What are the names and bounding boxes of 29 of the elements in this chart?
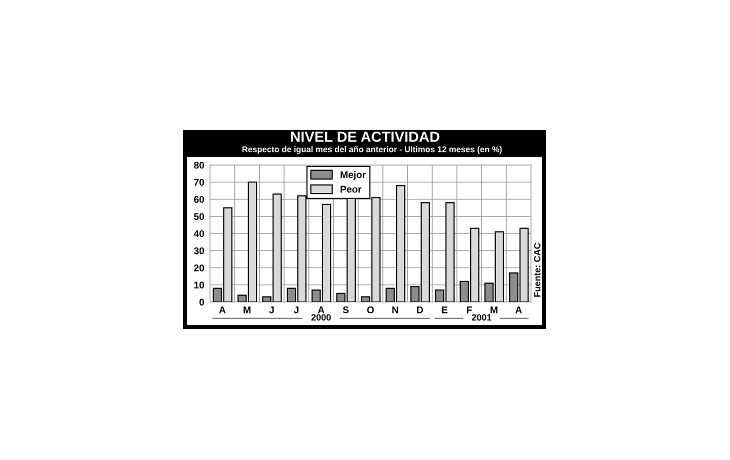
text: 2001 (472, 314, 492, 321)
legend-label: Mejor (340, 170, 366, 180)
x-tick-label: M (490, 306, 498, 314)
y-tick-label: 30 (194, 247, 204, 254)
x-tick-label: J (269, 306, 274, 314)
y-tick-label: 60 (194, 196, 204, 203)
y-tick-label: 10 (194, 282, 204, 288)
y-tick-label: 20 (194, 264, 204, 272)
y-tick-label: 40 (194, 230, 204, 238)
x-tick-label: S (342, 306, 349, 314)
x-tick-label: A (515, 306, 522, 314)
x-tick-label: O (367, 306, 374, 314)
x-tick-label: E (442, 306, 448, 314)
x-tick-label: A (219, 306, 226, 314)
chart-title: NIVEL DE ACTIVIDAD (291, 132, 440, 142)
y-tick-label: 80 (194, 162, 204, 169)
x-tick-label: A (318, 306, 324, 314)
x-tick-label: F (466, 306, 472, 314)
x-tick-label: M (244, 306, 250, 314)
x-tick-label: D (417, 306, 423, 314)
text: 2000 (311, 314, 331, 321)
y-tick-label: 70 (194, 178, 204, 186)
legend-label: Peor (340, 186, 362, 193)
source-note: Fuente: CAC (534, 242, 540, 297)
x-tick-label: J (294, 306, 298, 314)
x-tick-label: N (392, 306, 398, 314)
y-tick-label: 50 (194, 213, 204, 220)
chart-subtitle: Respecto de igual mes del año anterior - Ultimos 12 meses (en %) (242, 146, 502, 154)
y-tick-label: 0 (199, 298, 204, 306)
